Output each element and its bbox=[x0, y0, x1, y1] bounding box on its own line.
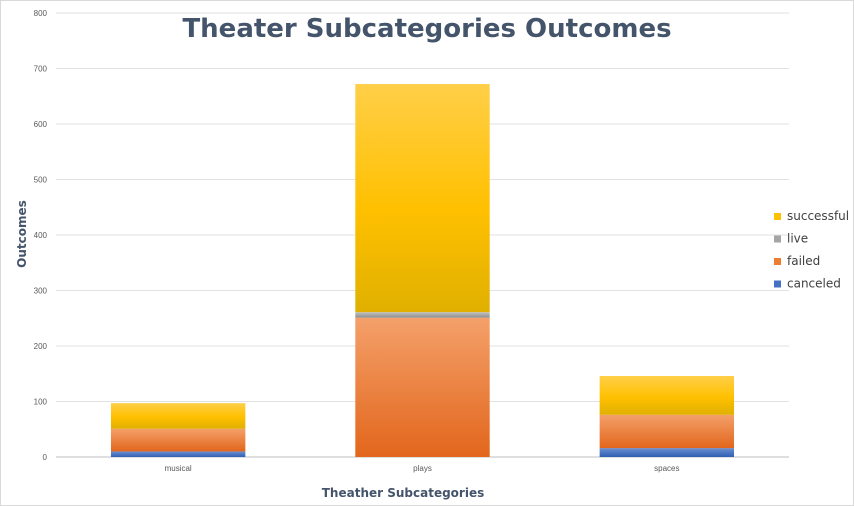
y-tick-label: 500 bbox=[34, 176, 48, 185]
x-tick-label: spaces bbox=[654, 464, 679, 473]
y-tick-label: 200 bbox=[34, 342, 48, 351]
x-axis-title: Theather Subcategories bbox=[322, 486, 485, 500]
bars bbox=[110, 84, 735, 457]
y-tick-label: 600 bbox=[34, 120, 48, 129]
x-axis-ticks: musical plays spaces bbox=[165, 464, 680, 473]
bar-plays-live bbox=[355, 312, 490, 318]
legend: successful live failed canceled bbox=[774, 209, 849, 291]
y-tick-label: 700 bbox=[34, 65, 48, 74]
legend-label-successful: successful bbox=[787, 209, 849, 223]
bar-musical-successful bbox=[110, 403, 246, 429]
legend-label-canceled: canceled bbox=[787, 277, 841, 291]
bar-plays-successful bbox=[355, 84, 490, 313]
y-axis-ticks: 0 100 200 300 400 500 600 700 800 bbox=[34, 9, 48, 462]
y-tick-label: 300 bbox=[34, 287, 48, 296]
y-tick-label: 0 bbox=[43, 453, 48, 462]
legend-label-live: live bbox=[787, 232, 808, 246]
y-tick-label: 800 bbox=[34, 9, 48, 18]
legend-swatch-live bbox=[774, 235, 781, 243]
y-tick-label: 400 bbox=[34, 231, 48, 240]
chart-title: Theater Subcategories Outcomes bbox=[182, 14, 671, 44]
legend-label-failed: failed bbox=[787, 254, 820, 268]
x-tick-label: plays bbox=[413, 464, 432, 473]
bar-musical-canceled bbox=[110, 451, 246, 457]
legend-swatch-successful bbox=[774, 213, 781, 220]
bar-plays-failed bbox=[355, 317, 490, 457]
bar-spaces-successful bbox=[599, 375, 735, 415]
bar-spaces-failed bbox=[599, 414, 735, 449]
bar-musical-failed bbox=[110, 428, 246, 452]
y-tick-label: 100 bbox=[34, 398, 48, 407]
bar-spaces-canceled bbox=[599, 448, 735, 457]
legend-swatch-canceled bbox=[774, 280, 781, 288]
y-axis-title: Outcomes bbox=[15, 200, 29, 268]
legend-swatch-failed bbox=[774, 258, 781, 265]
x-tick-label: musical bbox=[165, 464, 192, 473]
